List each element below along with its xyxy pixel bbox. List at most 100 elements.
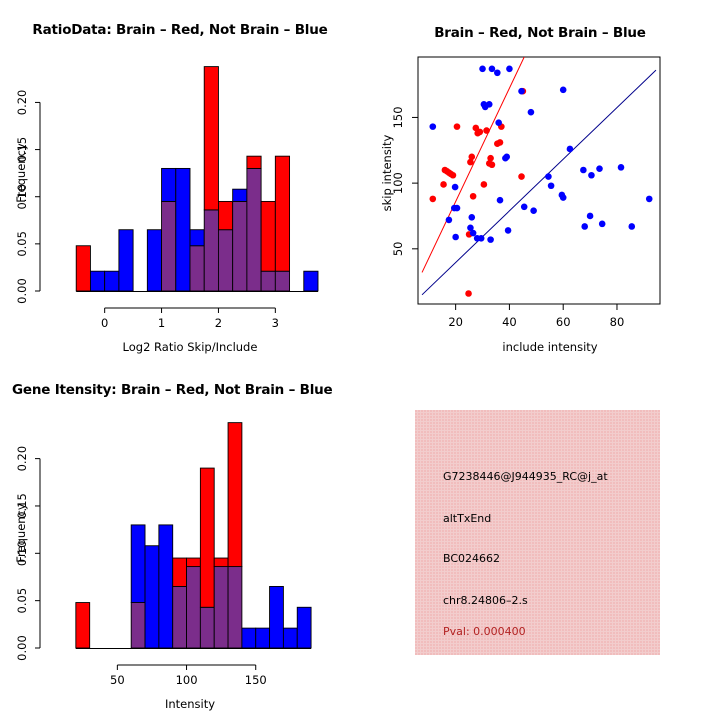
histogram-bar-top (260, 200, 276, 272)
gene-histogram-xlabel: Intensity (164, 697, 216, 711)
not-brain-fit-line (421, 69, 657, 296)
y-tick-label: 150 (391, 106, 405, 128)
scatter-point (483, 127, 490, 134)
histogram-bar-top (75, 245, 91, 292)
histogram-bar-top (227, 422, 243, 568)
histogram-bar-top (158, 524, 174, 649)
scatter-point (480, 181, 488, 188)
scatter-xlabel: include intensity (502, 340, 598, 354)
gene-histogram-panel: Gene Itensity: Brain – Red, Not Brain – … (0, 360, 360, 720)
histogram-bar-overlap (203, 209, 219, 292)
scatter-point (506, 65, 513, 73)
histogram-bar-overlap (189, 245, 205, 292)
histogram-bar-top (241, 627, 257, 649)
scatter-inner (421, 57, 657, 297)
scatter-point (467, 158, 474, 166)
y-axis: 0.00 0.05 0.10 0.15 0.20 (15, 90, 41, 304)
scatter-point (465, 290, 472, 297)
histogram-bar-top (199, 467, 215, 608)
scatter-point (477, 235, 485, 242)
x-tick-label: 150 (245, 673, 267, 687)
scatter-point (545, 173, 552, 180)
scatter-point (598, 220, 606, 228)
gene-histogram-title: Gene Itensity: Brain – Red, Not Brain – … (12, 382, 333, 398)
histogram-bars (75, 422, 312, 649)
scatter-point (518, 173, 525, 180)
y-tick-label: 0.00 (15, 635, 29, 661)
ratio-histogram-canvas: 0.00 0.05 0.10 0.15 0.20 0 1 2 3 (15, 66, 319, 330)
scatter-point (440, 181, 447, 188)
scatter-point (451, 183, 459, 191)
histogram-bar-top (296, 606, 312, 649)
pvalue-text: Pval: 0.000400 (443, 625, 526, 638)
accession-text: BC024662 (443, 552, 501, 565)
histogram-bar-top (172, 557, 187, 587)
y-axis: 0.00 0.05 0.10 0.15 0.20 (15, 446, 41, 661)
ratio-histogram-xlabel: Log2 Ratio Skip/Include (122, 340, 258, 354)
x-tick-label: 1 (158, 316, 165, 330)
scatter-point (468, 213, 476, 221)
event-type-text: altTxEnd (443, 512, 492, 525)
y-tick-label: 0.05 (15, 231, 29, 257)
y-tick-label: 50 (391, 241, 405, 256)
scatter-point (476, 128, 484, 136)
histogram-bar-top (232, 188, 248, 202)
histogram-bar-top (213, 557, 229, 568)
x-tick-label: 40 (502, 315, 517, 329)
histogram-bar-overlap (260, 270, 276, 292)
scatter-point (628, 223, 636, 230)
scatter-point (559, 86, 567, 94)
histogram-bar-top (282, 627, 298, 649)
x-axis: 0 1 2 3 (101, 307, 279, 330)
x-tick-label: 3 (272, 316, 279, 330)
scatter-ylabel: skip intensity (380, 134, 394, 212)
scatter-point (596, 165, 603, 172)
y-tick-label: 0.15 (15, 493, 29, 519)
y-tick-label: 0.05 (15, 588, 29, 614)
scatter-point (580, 166, 587, 174)
x-axis: 20 40 60 80 (448, 304, 624, 329)
ratio-histogram-panel: RatioData: Brain – Red, Not Brain – Blue… (0, 0, 360, 360)
scatter-point (485, 100, 493, 108)
histogram-bar-top (303, 270, 319, 292)
scatter-series (429, 87, 527, 297)
scatter-frame (417, 56, 661, 305)
y-tick-label: 100 (391, 172, 405, 194)
x-tick-label: 100 (176, 673, 198, 687)
scatter-point (495, 119, 502, 126)
histogram-bar-overlap (246, 167, 262, 292)
histogram-bar-top (175, 167, 191, 292)
scatter-point (645, 195, 653, 203)
histogram-bar-overlap (217, 229, 234, 292)
locus-text: chr8.24806–2.s (443, 594, 528, 607)
scatter-point (488, 65, 496, 73)
scatter-point (468, 153, 476, 161)
scatter-point (469, 229, 477, 237)
scatter-point (452, 233, 459, 241)
x-tick-label: 80 (610, 315, 625, 329)
x-tick-label: 0 (101, 316, 108, 330)
histogram-bar-overlap (130, 602, 146, 649)
histogram-bar-overlap (274, 270, 291, 292)
probe-info-panel: G7238446@J944935_RC@j_at altTxEnd BC0246… (360, 360, 720, 720)
y-tick-label: 0.15 (15, 137, 29, 163)
scatter-point (559, 194, 567, 201)
y-tick-label: 0.20 (15, 90, 29, 116)
probe-info-box: G7238446@J944935_RC@j_at altTxEnd BC0246… (415, 410, 660, 655)
histogram-bar-top (203, 66, 219, 211)
histogram-bar-top (144, 545, 160, 649)
scatter-point (617, 164, 625, 171)
gene-histogram-canvas: 0.00 0.05 0.10 0.15 0.20 50 100 150 (15, 422, 312, 687)
x-tick-label: 20 (448, 315, 463, 329)
histogram-bars (75, 66, 319, 292)
scatter-panel: Brain – Red, Not Brain – Blue skip inten… (360, 0, 720, 360)
histogram-bar-top (217, 200, 234, 231)
gene-histogram-ylabel: Frequency (14, 503, 28, 563)
y-tick-label: 0.10 (15, 541, 29, 567)
histogram-bar-top (118, 229, 134, 292)
histogram-bar-overlap (213, 566, 229, 649)
histogram-bar-overlap (172, 585, 187, 649)
scatter-point (494, 69, 501, 77)
ratio-histogram-title: RatioData: Brain – Red, Not Brain – Blue (32, 22, 328, 38)
scatter-point (469, 192, 477, 200)
